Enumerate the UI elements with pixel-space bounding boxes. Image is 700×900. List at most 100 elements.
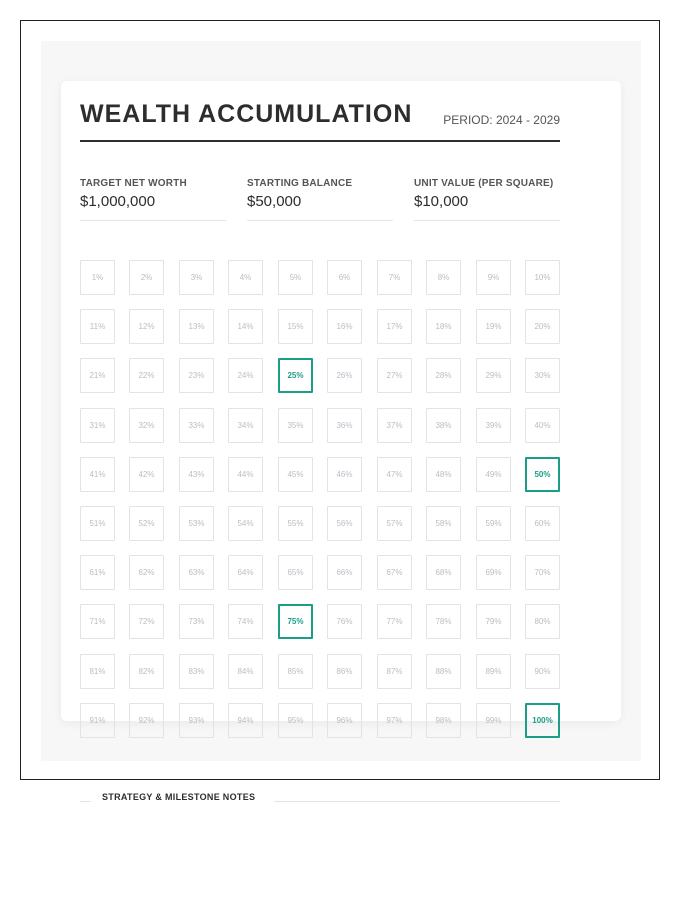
progress-cell[interactable]: 19%: [476, 309, 511, 344]
progress-cell[interactable]: 74%: [228, 604, 263, 639]
progress-cell[interactable]: 3%: [179, 260, 214, 295]
progress-cell[interactable]: 47%: [377, 457, 412, 492]
progress-cell[interactable]: 91%: [80, 703, 115, 738]
progress-cell[interactable]: 28%: [426, 358, 461, 393]
progress-cell[interactable]: 63%: [179, 555, 214, 590]
progress-cell[interactable]: 11%: [80, 309, 115, 344]
progress-cell[interactable]: 26%: [327, 358, 362, 393]
progress-cell[interactable]: 65%: [278, 555, 313, 590]
progress-cell[interactable]: 79%: [476, 604, 511, 639]
progress-cell[interactable]: 35%: [278, 408, 313, 443]
progress-cell[interactable]: 97%: [377, 703, 412, 738]
progress-cell[interactable]: 14%: [228, 309, 263, 344]
progress-cell[interactable]: 46%: [327, 457, 362, 492]
progress-cell[interactable]: 77%: [377, 604, 412, 639]
progress-cell[interactable]: 71%: [80, 604, 115, 639]
progress-cell[interactable]: 60%: [525, 506, 560, 541]
progress-cell[interactable]: 56%: [327, 506, 362, 541]
progress-cell[interactable]: 37%: [377, 408, 412, 443]
progress-cell[interactable]: 29%: [476, 358, 511, 393]
progress-cell[interactable]: 62%: [129, 555, 164, 590]
progress-cell[interactable]: 90%: [525, 654, 560, 689]
progress-cell[interactable]: 67%: [377, 555, 412, 590]
progress-cell[interactable]: 85%: [278, 654, 313, 689]
progress-cell[interactable]: 64%: [228, 555, 263, 590]
progress-cell[interactable]: 78%: [426, 604, 461, 639]
progress-cell[interactable]: 84%: [228, 654, 263, 689]
progress-cell[interactable]: 98%: [426, 703, 461, 738]
progress-cell[interactable]: 41%: [80, 457, 115, 492]
progress-cell[interactable]: 32%: [129, 408, 164, 443]
progress-cell[interactable]: 33%: [179, 408, 214, 443]
progress-cell[interactable]: 68%: [426, 555, 461, 590]
progress-cell[interactable]: 30%: [525, 358, 560, 393]
progress-cell[interactable]: 18%: [426, 309, 461, 344]
progress-cell[interactable]: 6%: [327, 260, 362, 295]
progress-cell[interactable]: 22%: [129, 358, 164, 393]
progress-cell[interactable]: 23%: [179, 358, 214, 393]
milestone-cell[interactable]: 25%: [278, 358, 313, 393]
milestone-cell[interactable]: 75%: [278, 604, 313, 639]
progress-cell[interactable]: 92%: [129, 703, 164, 738]
progress-cell[interactable]: 9%: [476, 260, 511, 295]
progress-cell[interactable]: 87%: [377, 654, 412, 689]
progress-cell[interactable]: 86%: [327, 654, 362, 689]
progress-cell[interactable]: 66%: [327, 555, 362, 590]
progress-cell[interactable]: 21%: [80, 358, 115, 393]
progress-cell[interactable]: 31%: [80, 408, 115, 443]
progress-cell[interactable]: 36%: [327, 408, 362, 443]
progress-cell[interactable]: 39%: [476, 408, 511, 443]
milestone-cell[interactable]: 50%: [525, 457, 560, 492]
progress-cell[interactable]: 76%: [327, 604, 362, 639]
progress-cell[interactable]: 5%: [278, 260, 313, 295]
progress-cell[interactable]: 58%: [426, 506, 461, 541]
progress-cell[interactable]: 80%: [525, 604, 560, 639]
progress-cell[interactable]: 17%: [377, 309, 412, 344]
progress-cell[interactable]: 42%: [129, 457, 164, 492]
progress-cell[interactable]: 99%: [476, 703, 511, 738]
progress-cell[interactable]: 48%: [426, 457, 461, 492]
progress-cell[interactable]: 44%: [228, 457, 263, 492]
progress-cell[interactable]: 40%: [525, 408, 560, 443]
progress-cell[interactable]: 82%: [129, 654, 164, 689]
progress-cell[interactable]: 49%: [476, 457, 511, 492]
progress-cell[interactable]: 72%: [129, 604, 164, 639]
progress-cell[interactable]: 43%: [179, 457, 214, 492]
progress-cell[interactable]: 55%: [278, 506, 313, 541]
progress-cell[interactable]: 2%: [129, 260, 164, 295]
progress-cell[interactable]: 38%: [426, 408, 461, 443]
progress-cell[interactable]: 93%: [179, 703, 214, 738]
progress-cell[interactable]: 57%: [377, 506, 412, 541]
progress-cell[interactable]: 70%: [525, 555, 560, 590]
progress-cell[interactable]: 20%: [525, 309, 560, 344]
progress-cell[interactable]: 81%: [80, 654, 115, 689]
progress-cell[interactable]: 96%: [327, 703, 362, 738]
progress-cell[interactable]: 51%: [80, 506, 115, 541]
progress-cell[interactable]: 45%: [278, 457, 313, 492]
progress-cell[interactable]: 95%: [278, 703, 313, 738]
progress-cell[interactable]: 69%: [476, 555, 511, 590]
progress-cell[interactable]: 4%: [228, 260, 263, 295]
progress-cell[interactable]: 16%: [327, 309, 362, 344]
progress-cell[interactable]: 73%: [179, 604, 214, 639]
progress-cell[interactable]: 34%: [228, 408, 263, 443]
progress-cell[interactable]: 88%: [426, 654, 461, 689]
progress-cell[interactable]: 89%: [476, 654, 511, 689]
progress-cell[interactable]: 13%: [179, 309, 214, 344]
progress-cell[interactable]: 27%: [377, 358, 412, 393]
progress-cell[interactable]: 54%: [228, 506, 263, 541]
progress-cell[interactable]: 53%: [179, 506, 214, 541]
progress-cell[interactable]: 12%: [129, 309, 164, 344]
progress-cell[interactable]: 15%: [278, 309, 313, 344]
progress-cell[interactable]: 61%: [80, 555, 115, 590]
progress-cell[interactable]: 94%: [228, 703, 263, 738]
milestone-cell[interactable]: 100%: [525, 703, 560, 738]
progress-cell[interactable]: 7%: [377, 260, 412, 295]
progress-cell[interactable]: 59%: [476, 506, 511, 541]
progress-cell[interactable]: 10%: [525, 260, 560, 295]
progress-cell[interactable]: 8%: [426, 260, 461, 295]
progress-cell[interactable]: 24%: [228, 358, 263, 393]
progress-cell[interactable]: 1%: [80, 260, 115, 295]
progress-cell[interactable]: 52%: [129, 506, 164, 541]
progress-cell[interactable]: 83%: [179, 654, 214, 689]
